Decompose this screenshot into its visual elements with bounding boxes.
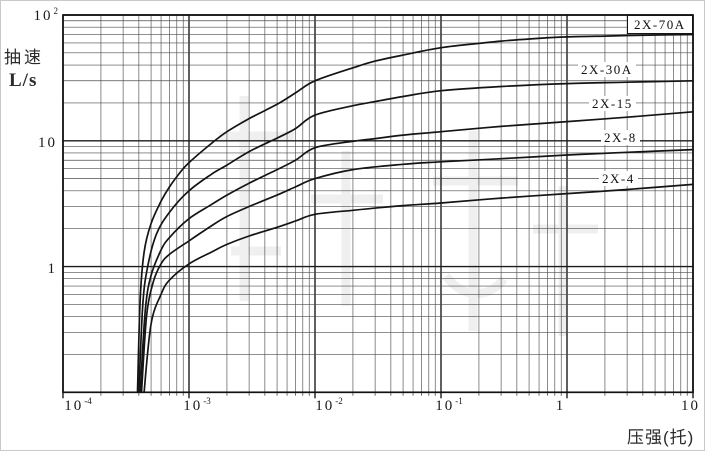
y-axis-title: 抽速 <box>4 48 44 67</box>
x-tick-1e-4: 10-4 <box>64 396 92 414</box>
y-tick-10: 10 <box>38 135 57 151</box>
watermark <box>219 96 598 336</box>
x-tick-10: 10 <box>681 398 700 414</box>
x-tick-1e-3: 10-3 <box>183 396 211 414</box>
y-tick-100: 102 <box>33 6 59 24</box>
curve-label-2x-30a: 2X-30A <box>578 62 636 77</box>
x-tick-1: 1 <box>555 398 566 414</box>
curve-label-2x-15: 2X-15 <box>589 96 636 111</box>
curve-label-2x-70a: 2X-70A <box>627 15 693 34</box>
x-axis-title: 压强(托) <box>627 428 695 447</box>
curve-2x-30a <box>138 79 694 394</box>
curve-2x-70a <box>136 33 694 394</box>
curve-label-2x-4: 2X-4 <box>599 171 638 186</box>
y-tick-1: 1 <box>47 261 57 277</box>
y-axis-unit: L/s <box>9 70 38 91</box>
x-tick-1e-1: 10-1 <box>435 396 463 414</box>
curve-label-2x-8: 2X-8 <box>601 130 640 145</box>
axis-tick-marks <box>62 392 694 399</box>
curves <box>136 33 694 394</box>
curve-2x-8 <box>140 148 694 394</box>
x-tick-1e-2: 10-2 <box>315 396 343 414</box>
plot-frame <box>62 14 694 394</box>
curve-2x-4 <box>143 183 694 394</box>
curve-2x-15 <box>139 110 694 394</box>
